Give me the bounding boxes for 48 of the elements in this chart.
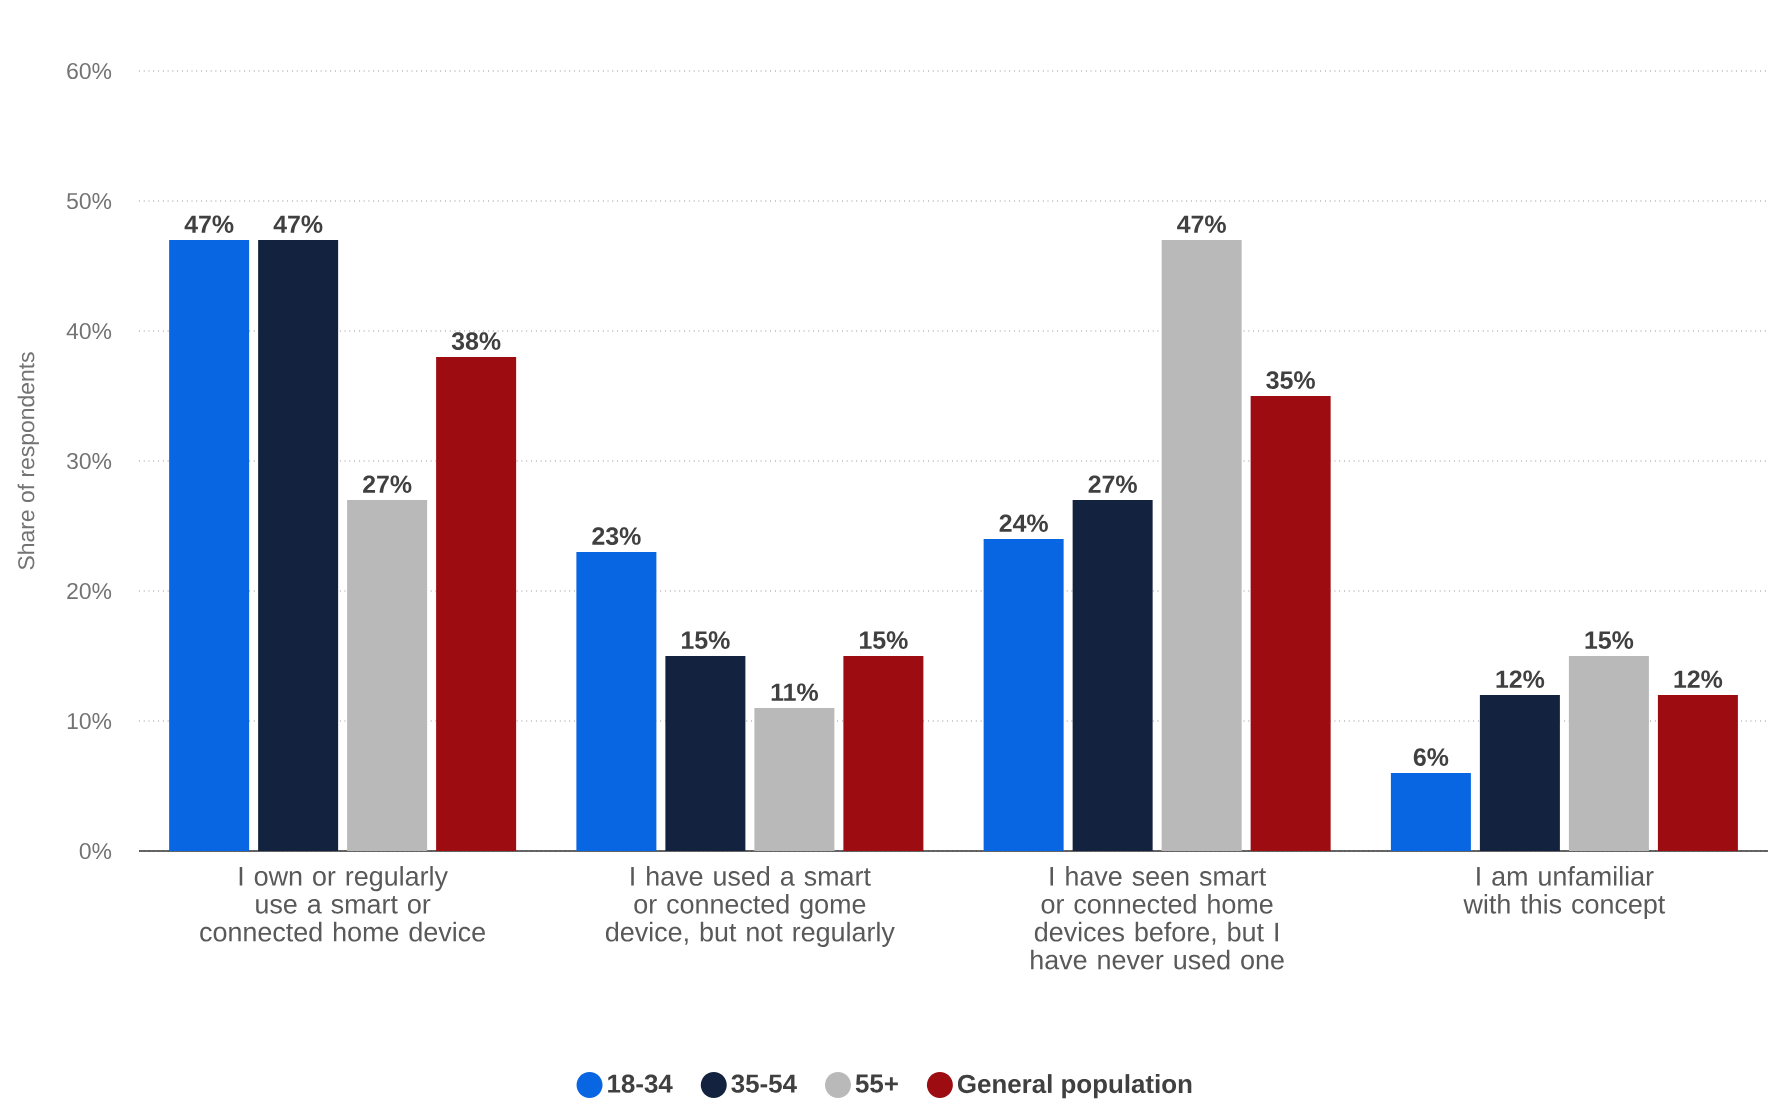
data-label: 27% xyxy=(1088,475,1137,493)
data-label: 23% xyxy=(592,527,641,545)
bar xyxy=(1568,656,1649,851)
legend-label: General population xyxy=(957,1074,1192,1099)
legend-label: 18-34 xyxy=(608,1074,673,1093)
x-tick-label: I am unfamiliar with this concept xyxy=(1463,866,1666,920)
data-label: 12% xyxy=(1496,670,1545,688)
bar xyxy=(983,539,1064,851)
legend-label: 35-54 xyxy=(731,1074,797,1093)
data-label: 24% xyxy=(999,514,1048,532)
bar xyxy=(436,356,517,851)
data-label: 35% xyxy=(1266,371,1315,389)
y-tick-label: 60% xyxy=(67,62,112,80)
bar xyxy=(1390,773,1471,851)
data-label: 15% xyxy=(1585,631,1634,649)
data-label: 15% xyxy=(682,631,730,649)
bar xyxy=(1250,395,1331,851)
y-axis-title: Share of respondents xyxy=(17,352,39,570)
bar xyxy=(1072,500,1153,851)
data-label: 47% xyxy=(273,215,323,233)
bar xyxy=(665,656,746,851)
bar xyxy=(576,552,657,851)
data-label: 12% xyxy=(1674,670,1723,688)
bar xyxy=(169,239,250,851)
bar xyxy=(843,656,924,851)
data-label: 15% xyxy=(860,631,908,649)
y-tick-label: 50% xyxy=(67,192,112,210)
y-tick-label: 20% xyxy=(67,582,112,600)
legend-label: 55+ xyxy=(855,1074,898,1093)
data-label: 6% xyxy=(1413,748,1449,766)
x-tick-label: I own or regularly use a smart or connected home device xyxy=(200,866,485,942)
y-tick-label: 40% xyxy=(66,322,112,340)
bar xyxy=(258,239,339,851)
y-tick-label: 30% xyxy=(66,452,112,470)
bar xyxy=(1479,695,1560,851)
data-label: 47% xyxy=(184,215,234,233)
data-label: 27% xyxy=(363,475,412,493)
data-label: 38% xyxy=(451,332,501,350)
y-tick-label: 0% xyxy=(79,842,112,860)
bar xyxy=(1657,695,1738,851)
bar xyxy=(1161,239,1242,851)
bar xyxy=(754,708,835,851)
x-tick-label: I have used a smart or connected gome device, but not regularly xyxy=(605,866,895,947)
y-tick-label: 10% xyxy=(67,712,112,730)
bar xyxy=(347,500,428,851)
data-label: 47% xyxy=(1177,215,1226,233)
data-label: 11% xyxy=(771,683,818,701)
x-tick-label: I have seen smart or connected home devices before, but I have never used one xyxy=(1031,866,1284,970)
